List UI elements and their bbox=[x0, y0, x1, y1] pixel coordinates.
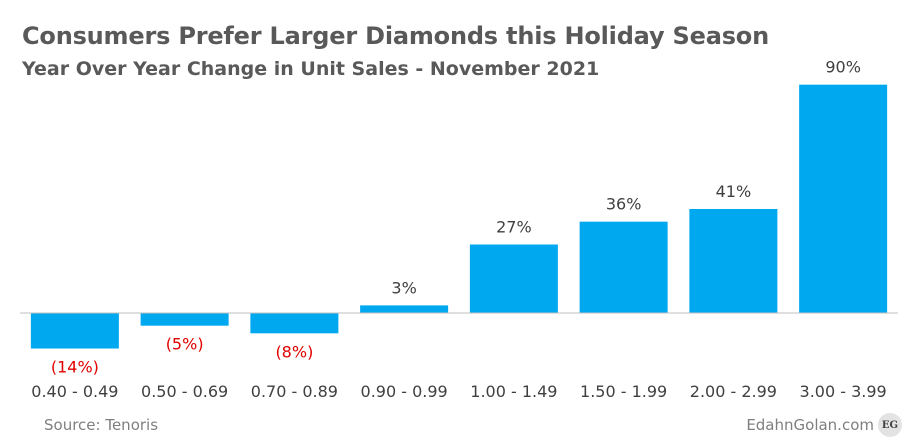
credit-text: EdahnGolan.com bbox=[746, 416, 874, 434]
data-label: 36% bbox=[606, 195, 642, 214]
x-tick-label: 3.00 - 3.99 bbox=[800, 382, 887, 401]
bar bbox=[579, 221, 668, 313]
x-tick-label: 0.90 - 0.99 bbox=[361, 382, 448, 401]
bar bbox=[140, 313, 229, 326]
x-tick-label: 0.40 - 0.49 bbox=[31, 382, 118, 401]
x-tick-label: 2.00 - 2.99 bbox=[690, 382, 777, 401]
data-label: 90% bbox=[825, 58, 861, 77]
data-label: (8%) bbox=[275, 342, 313, 361]
bar bbox=[469, 244, 558, 313]
x-tick-label: 1.00 - 1.49 bbox=[470, 382, 557, 401]
bar bbox=[799, 84, 888, 313]
data-label: (5%) bbox=[166, 335, 204, 354]
data-label: (14%) bbox=[51, 358, 99, 377]
x-tick-label: 0.70 - 0.89 bbox=[251, 382, 338, 401]
bar bbox=[689, 208, 778, 313]
x-tick-label: 1.50 - 1.99 bbox=[580, 382, 667, 401]
x-tick-label: 0.50 - 0.69 bbox=[141, 382, 228, 401]
bar bbox=[360, 305, 449, 313]
bar bbox=[250, 313, 339, 334]
source-note: Source: Tenoris bbox=[44, 416, 159, 434]
logo-badge: EG bbox=[878, 413, 902, 437]
data-label: 41% bbox=[716, 182, 752, 201]
chart-title: Consumers Prefer Larger Diamonds this Ho… bbox=[22, 22, 769, 50]
data-label: 3% bbox=[391, 278, 416, 297]
chart-subtitle: Year Over Year Change in Unit Sales - No… bbox=[22, 58, 600, 80]
data-label: 27% bbox=[496, 218, 532, 237]
bar bbox=[30, 313, 119, 349]
